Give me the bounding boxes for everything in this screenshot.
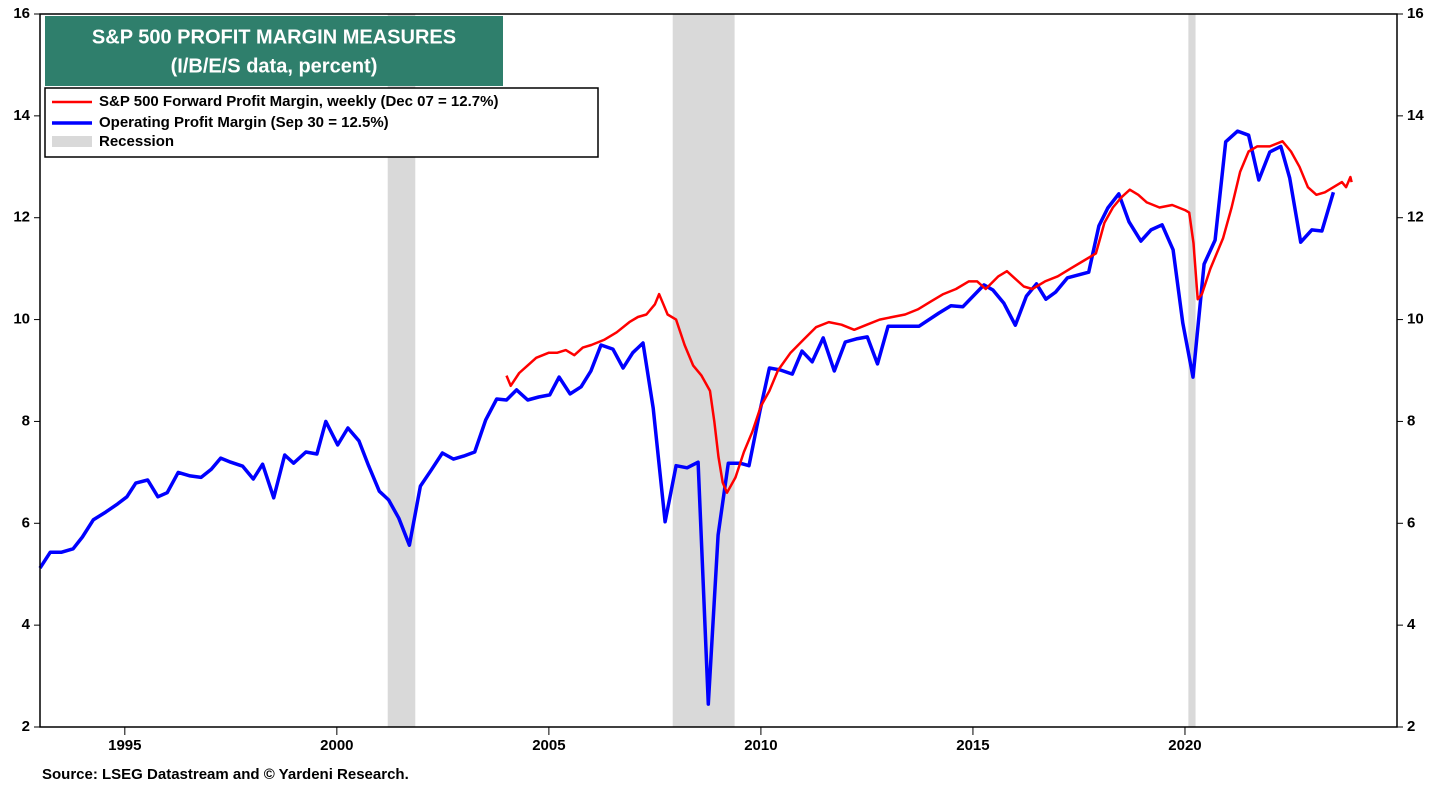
chart-subtitle: (I/B/E/S data, percent) [171,55,378,77]
y2-tick-label: 12 [1407,209,1424,226]
legend-swatch [52,136,92,147]
legend-label: Operating Profit Margin (Sep 30 = 12.5%) [99,114,389,131]
y2-tick-label: 6 [1407,514,1415,531]
plot-frame [39,13,1398,728]
y-tick-label: 6 [22,514,30,531]
y2-tick-label: 8 [1407,412,1415,429]
x-tick-label: 2015 [956,737,989,754]
legend-box [44,87,599,158]
y2-tick-label: 16 [1407,5,1424,22]
y-tick-label: 12 [13,209,30,226]
x-tick-label: 2010 [744,737,777,754]
x-tick-label: 2020 [1168,737,1201,754]
y2-tick-label: 10 [1407,311,1424,328]
y2-tick-label: 14 [1407,107,1424,124]
y-tick-label: 4 [22,616,31,633]
y-tick-label: 10 [13,311,30,328]
y-tick-label: 2 [22,718,30,735]
source-note: Source: LSEG Datastream and © Yardeni Re… [42,766,409,783]
series-line [38,129,1336,706]
y-tick-label: 16 [13,5,30,22]
legend-label: Recession [99,133,174,150]
x-tick-label: 2000 [320,737,353,754]
y2-tick-label: 4 [1407,616,1416,633]
y-tick-label: 8 [22,412,30,429]
y2-tick-label: 2 [1407,718,1415,735]
x-tick-label: 1995 [108,737,141,754]
chart-title: S&P 500 PROFIT MARGIN MEASURES [92,26,456,48]
x-tick-label: 2005 [532,737,565,754]
title-box [45,16,503,86]
y-tick-label: 14 [13,107,30,124]
legend-label: S&P 500 Forward Profit Margin, weekly (D… [99,93,498,110]
series-line [505,140,1353,494]
